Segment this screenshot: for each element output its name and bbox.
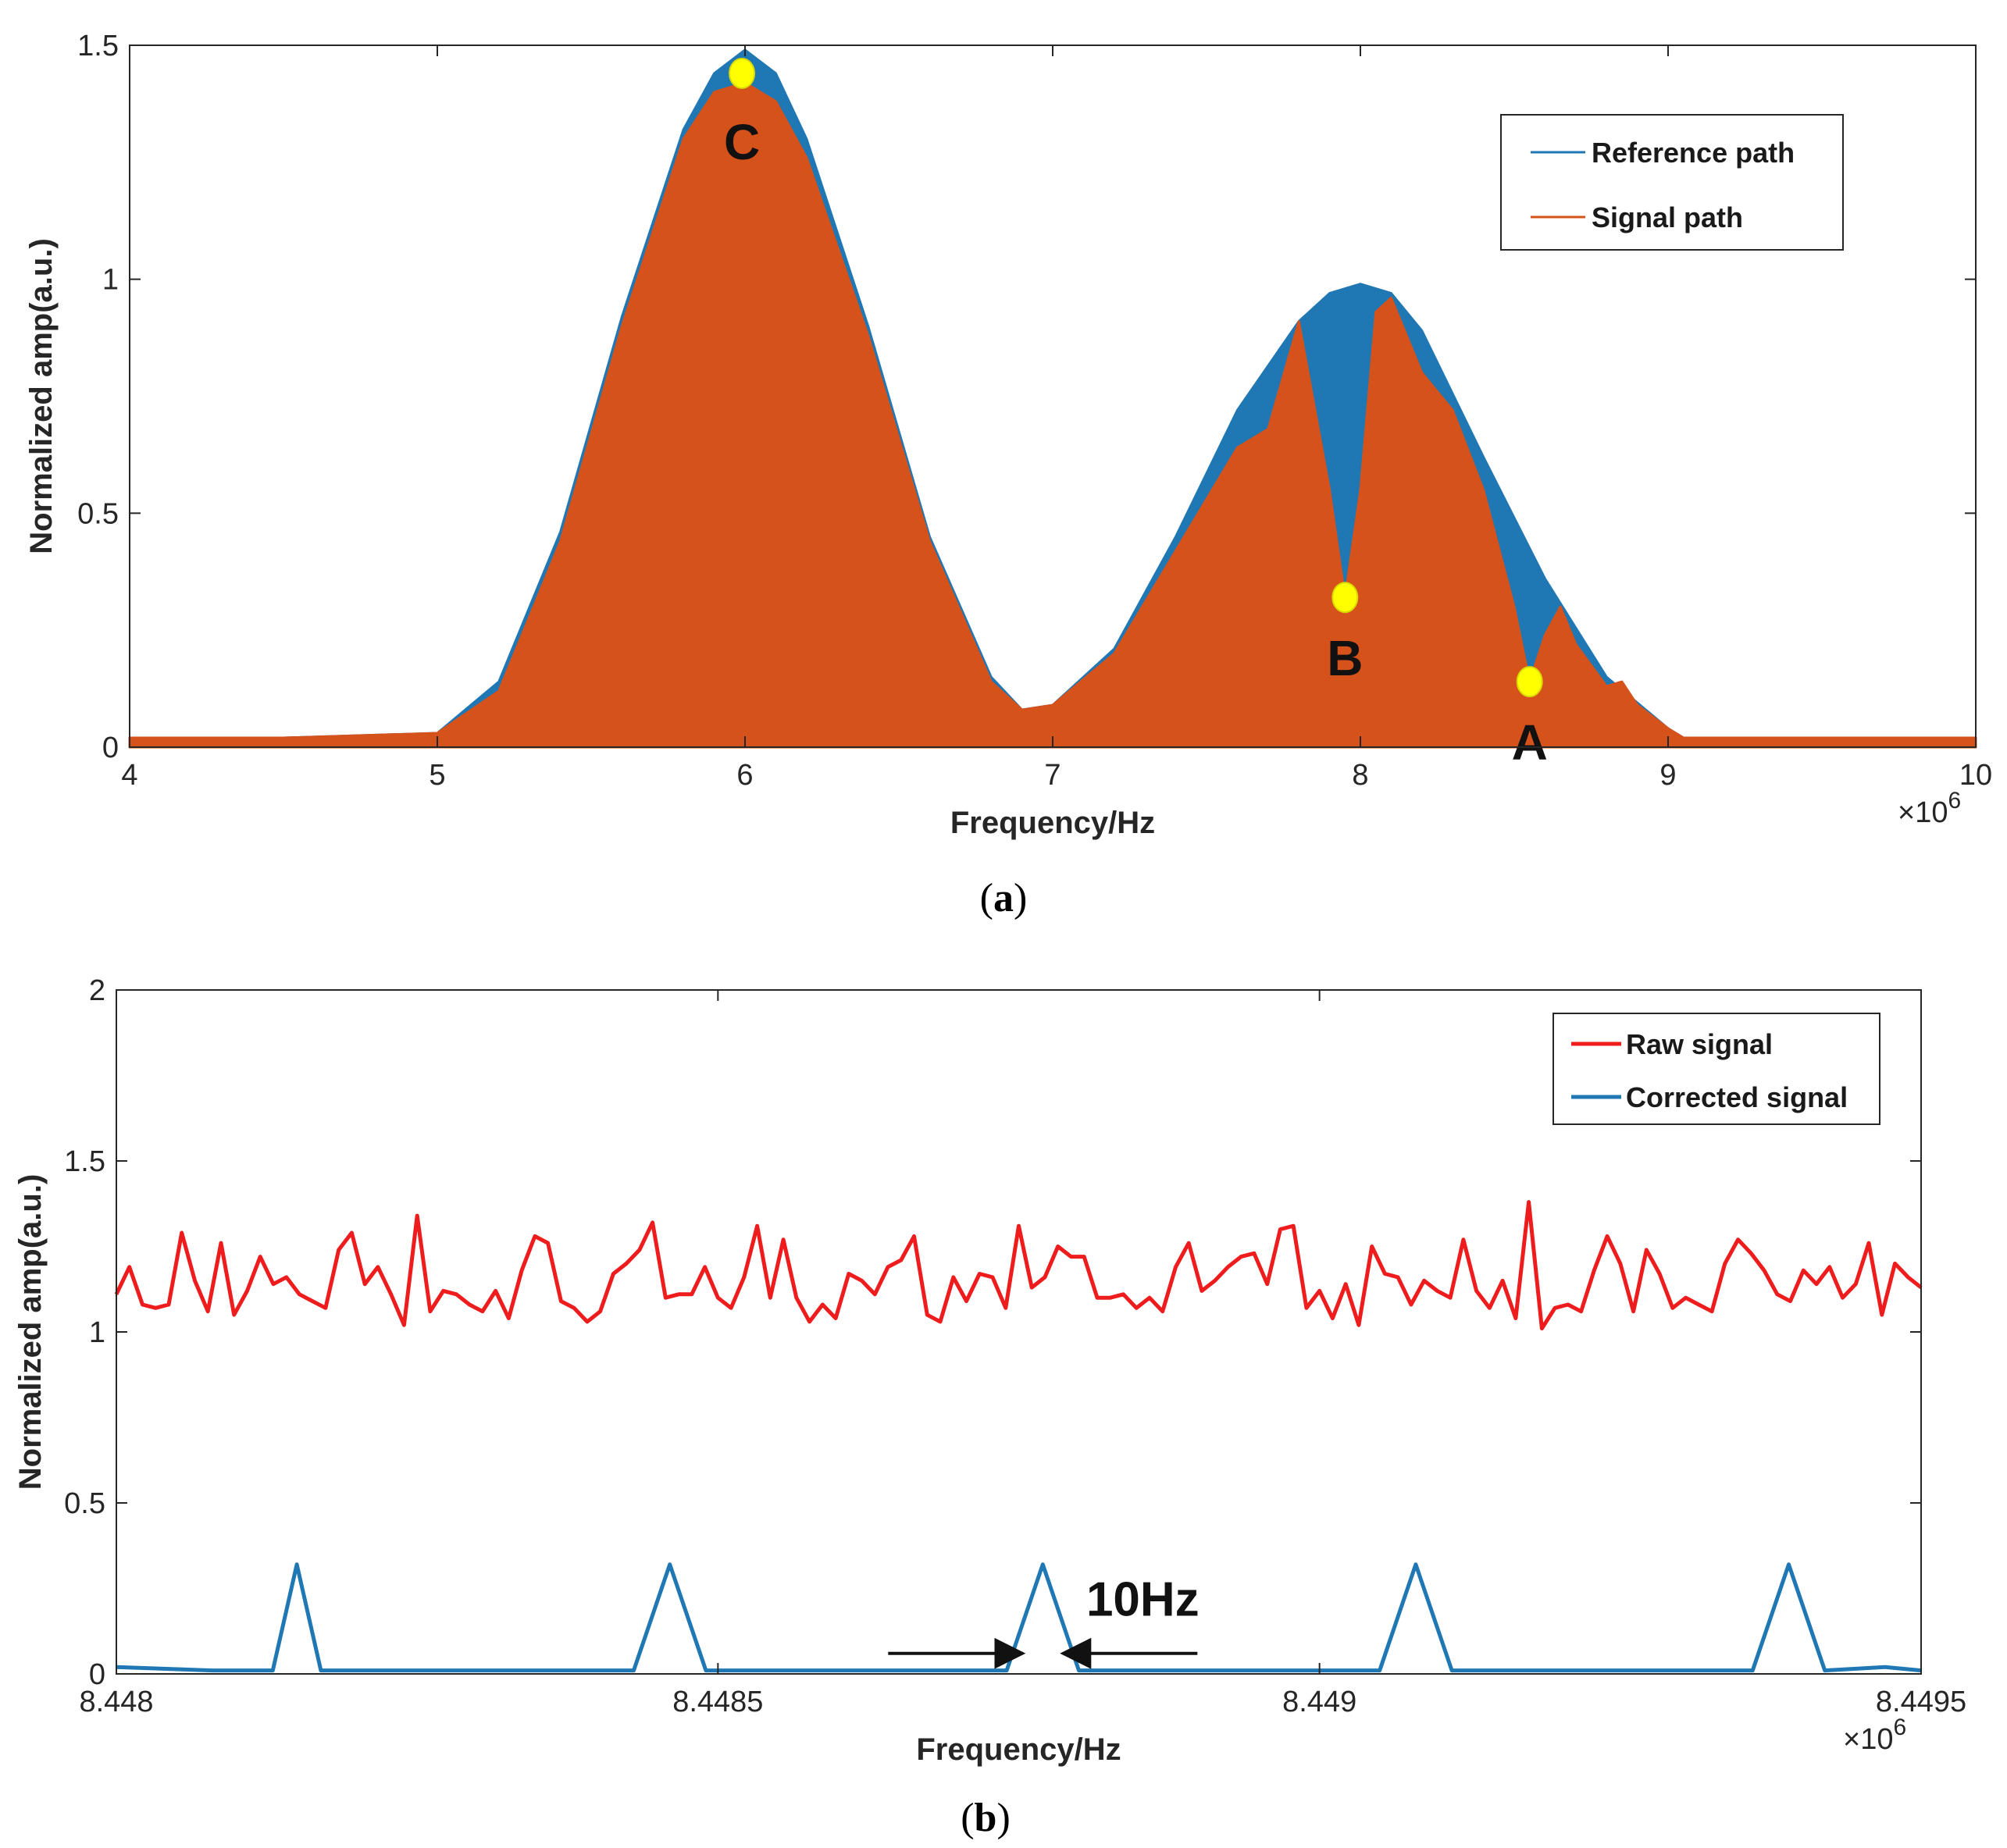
legend-label: Corrected signal [1626, 1081, 1848, 1113]
y-tick-label: 2 [89, 974, 105, 1007]
x-tick-label: 8 [1352, 759, 1368, 792]
signal-path-area [128, 81, 1977, 749]
marker-label-c: C [724, 114, 760, 170]
y-axis-label: Normalized amp(a.u.) [24, 238, 59, 554]
marker-label-b: B [1327, 630, 1363, 686]
legend: Raw signal Corrected signal [1552, 1013, 1880, 1125]
x-multiplier-exponent: 6 [1893, 1714, 1906, 1740]
marker-point-a [1516, 666, 1543, 698]
panel-b-chart: 10Hz 8.448 8.4485 8.449 8.4495 0 0.5 1 1.5 2 Frequ… [13, 974, 1966, 1767]
x-tick-label: 8.4485 [672, 1686, 763, 1718]
legend: Reference path Signal path [1500, 114, 1844, 251]
x-multiplier: ×106 [1898, 788, 1961, 829]
legend-box [1500, 114, 1844, 251]
x-tick-label: 5 [429, 759, 445, 792]
x-tick-label: 6 [736, 759, 753, 792]
y-tick-label: 0.5 [77, 497, 119, 530]
x-tick-label: 8.448 [79, 1686, 153, 1718]
caption-a: (a) [980, 876, 1028, 920]
y-tick-label: 0.5 [64, 1487, 105, 1520]
marker-point-c [729, 57, 756, 89]
x-tick-label: 10 [1959, 759, 1992, 792]
caption-b: (b) [961, 1796, 1011, 1840]
y-tick-label: 1.5 [77, 30, 119, 62]
x-tick-label: 8.449 [1282, 1686, 1356, 1718]
legend-box [1552, 1013, 1880, 1125]
x-multiplier: ×106 [1843, 1714, 1906, 1756]
marker-point-b [1331, 582, 1359, 614]
annotation-label: 10Hz [1086, 1573, 1200, 1627]
legend-label: Reference path [1592, 137, 1795, 169]
y-tick-label: 0 [102, 732, 119, 764]
legend-label: Raw signal [1626, 1028, 1773, 1060]
x-tick-label: 9 [1659, 759, 1676, 792]
x-tick-label: 4 [121, 759, 137, 792]
marker-label-a: A [1512, 714, 1548, 771]
x-tick-label: 7 [1044, 759, 1061, 792]
x-tick-label: 8.4495 [1876, 1686, 1966, 1718]
raw-signal-line [114, 1200, 1923, 1331]
x-axis-label: Frequency/Hz [950, 806, 1155, 840]
y-tick-label: 1 [102, 264, 119, 297]
legend-label: Signal path [1592, 201, 1743, 233]
y-tick-label: 1 [89, 1316, 105, 1349]
x-multiplier-exponent: 6 [1948, 788, 1961, 814]
corrected-signal-line [116, 1562, 1922, 1673]
y-axis-label: Normalized amp(a.u.) [13, 1174, 48, 1490]
x-axis-label: Frequency/Hz [916, 1732, 1121, 1767]
panel-a-chart: C B A 4 5 6 7 8 9 10 0 0.5 1 1.5 Frequency/Hz Normalize… [24, 30, 1992, 840]
y-tick-label: 0 [89, 1658, 105, 1691]
y-tick-label: 1.5 [64, 1145, 105, 1178]
